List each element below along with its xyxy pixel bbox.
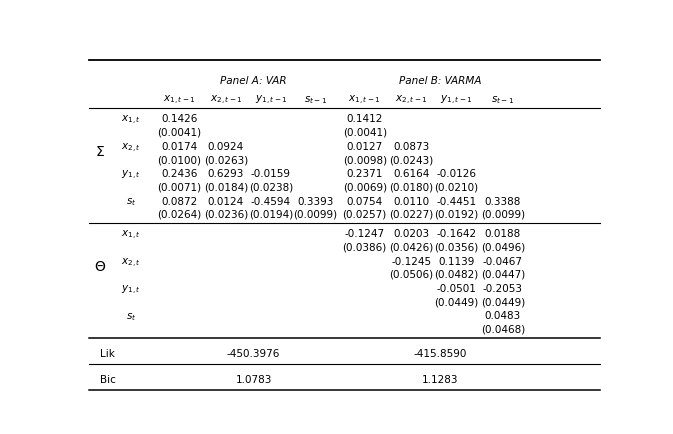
Text: -0.0126: -0.0126	[437, 169, 476, 179]
Text: -0.0467: -0.0467	[483, 256, 523, 266]
Text: $x_{2,t}$: $x_{2,t}$	[121, 256, 141, 269]
Text: 0.0124: 0.0124	[208, 196, 244, 206]
Text: $s_{t-1}$: $s_{t-1}$	[304, 94, 327, 105]
Text: $x_{2,t-1}$: $x_{2,t-1}$	[395, 94, 427, 107]
Text: -450.3976: -450.3976	[227, 348, 281, 358]
Text: (0.0447): (0.0447)	[481, 269, 525, 279]
Text: (0.0263): (0.0263)	[204, 155, 248, 164]
Text: 0.1412: 0.1412	[347, 114, 383, 124]
Text: -0.2053: -0.2053	[483, 283, 523, 293]
Text: Θ: Θ	[94, 259, 105, 273]
Text: (0.0098): (0.0098)	[343, 155, 387, 164]
Text: 0.0203: 0.0203	[393, 229, 429, 239]
Text: -0.4594: -0.4594	[251, 196, 291, 206]
Text: (0.0264): (0.0264)	[157, 210, 202, 220]
Text: 0.2436: 0.2436	[162, 169, 198, 179]
Text: $x_{1,t}$: $x_{1,t}$	[121, 114, 141, 127]
Text: $x_{1,t}$: $x_{1,t}$	[121, 229, 141, 242]
Text: (0.0194): (0.0194)	[249, 210, 293, 220]
Text: Bic: Bic	[100, 374, 116, 384]
Text: (0.0238): (0.0238)	[249, 182, 293, 192]
Text: $y_{1,t-1}$: $y_{1,t-1}$	[254, 94, 287, 107]
Text: Σ: Σ	[96, 145, 104, 159]
Text: 0.0873: 0.0873	[393, 141, 429, 151]
Text: $s_t$: $s_t$	[126, 196, 137, 208]
Text: 1.0783: 1.0783	[236, 374, 272, 384]
Text: 0.6293: 0.6293	[208, 169, 244, 179]
Text: 0.0924: 0.0924	[208, 141, 244, 151]
Text: $y_{1,t}$: $y_{1,t}$	[121, 283, 141, 296]
Text: $x_{1,t-1}$: $x_{1,t-1}$	[164, 94, 196, 107]
Text: 0.0754: 0.0754	[347, 196, 383, 206]
Text: (0.0192): (0.0192)	[434, 210, 479, 220]
Text: (0.0099): (0.0099)	[293, 210, 337, 220]
Text: $s_t$: $s_t$	[126, 311, 137, 322]
Text: -0.1247: -0.1247	[345, 229, 385, 239]
Text: (0.0069): (0.0069)	[343, 182, 387, 192]
Text: (0.0506): (0.0506)	[389, 269, 433, 279]
Text: 0.3388: 0.3388	[485, 196, 521, 206]
Text: 0.2371: 0.2371	[347, 169, 383, 179]
Text: Lik: Lik	[100, 348, 114, 358]
Text: (0.0386): (0.0386)	[343, 242, 387, 252]
Text: -0.0159: -0.0159	[251, 169, 291, 179]
Text: 0.0174: 0.0174	[162, 141, 198, 151]
Text: 0.0127: 0.0127	[347, 141, 383, 151]
Text: -0.0501: -0.0501	[437, 283, 476, 293]
Text: -0.4451: -0.4451	[437, 196, 476, 206]
Text: (0.0468): (0.0468)	[481, 324, 525, 334]
Text: -0.1642: -0.1642	[437, 229, 476, 239]
Text: $x_{1,t-1}$: $x_{1,t-1}$	[349, 94, 381, 107]
Text: (0.0041): (0.0041)	[343, 127, 387, 137]
Text: (0.0100): (0.0100)	[157, 155, 202, 164]
Text: Panel A: VAR: Panel A: VAR	[220, 76, 287, 85]
Text: $y_{1,t-1}$: $y_{1,t-1}$	[440, 94, 472, 107]
Text: (0.0356): (0.0356)	[434, 242, 479, 252]
Text: $s_{t-1}$: $s_{t-1}$	[491, 94, 515, 105]
Text: 0.3393: 0.3393	[297, 196, 333, 206]
Text: (0.0041): (0.0041)	[157, 127, 202, 137]
Text: 0.1139: 0.1139	[438, 256, 474, 266]
Text: (0.0257): (0.0257)	[343, 210, 387, 220]
Text: (0.0184): (0.0184)	[204, 182, 248, 192]
Text: (0.0099): (0.0099)	[481, 210, 525, 220]
Text: Panel B: VARMA: Panel B: VARMA	[399, 76, 481, 85]
Text: (0.0426): (0.0426)	[389, 242, 433, 252]
Text: (0.0449): (0.0449)	[481, 297, 525, 307]
Text: $x_{2,t-1}$: $x_{2,t-1}$	[210, 94, 242, 107]
Text: 0.0188: 0.0188	[485, 229, 521, 239]
Text: 0.6164: 0.6164	[393, 169, 429, 179]
Text: (0.0071): (0.0071)	[157, 182, 202, 192]
Text: 0.0483: 0.0483	[485, 311, 521, 321]
Text: (0.0180): (0.0180)	[389, 182, 433, 192]
Text: $x_{2,t}$: $x_{2,t}$	[121, 141, 141, 155]
Text: (0.0210): (0.0210)	[435, 182, 479, 192]
Text: 1.1283: 1.1283	[422, 374, 458, 384]
Text: (0.0236): (0.0236)	[204, 210, 248, 220]
Text: -0.1245: -0.1245	[391, 256, 431, 266]
Text: (0.0496): (0.0496)	[481, 242, 525, 252]
Text: $y_{1,t}$: $y_{1,t}$	[121, 169, 141, 182]
Text: (0.0227): (0.0227)	[389, 210, 433, 220]
Text: (0.0243): (0.0243)	[389, 155, 433, 164]
Text: 0.0872: 0.0872	[162, 196, 198, 206]
Text: (0.0482): (0.0482)	[434, 269, 479, 279]
Text: 0.1426: 0.1426	[162, 114, 198, 124]
Text: 0.0110: 0.0110	[393, 196, 429, 206]
Text: (0.0449): (0.0449)	[434, 297, 479, 307]
Text: -415.8590: -415.8590	[413, 348, 467, 358]
